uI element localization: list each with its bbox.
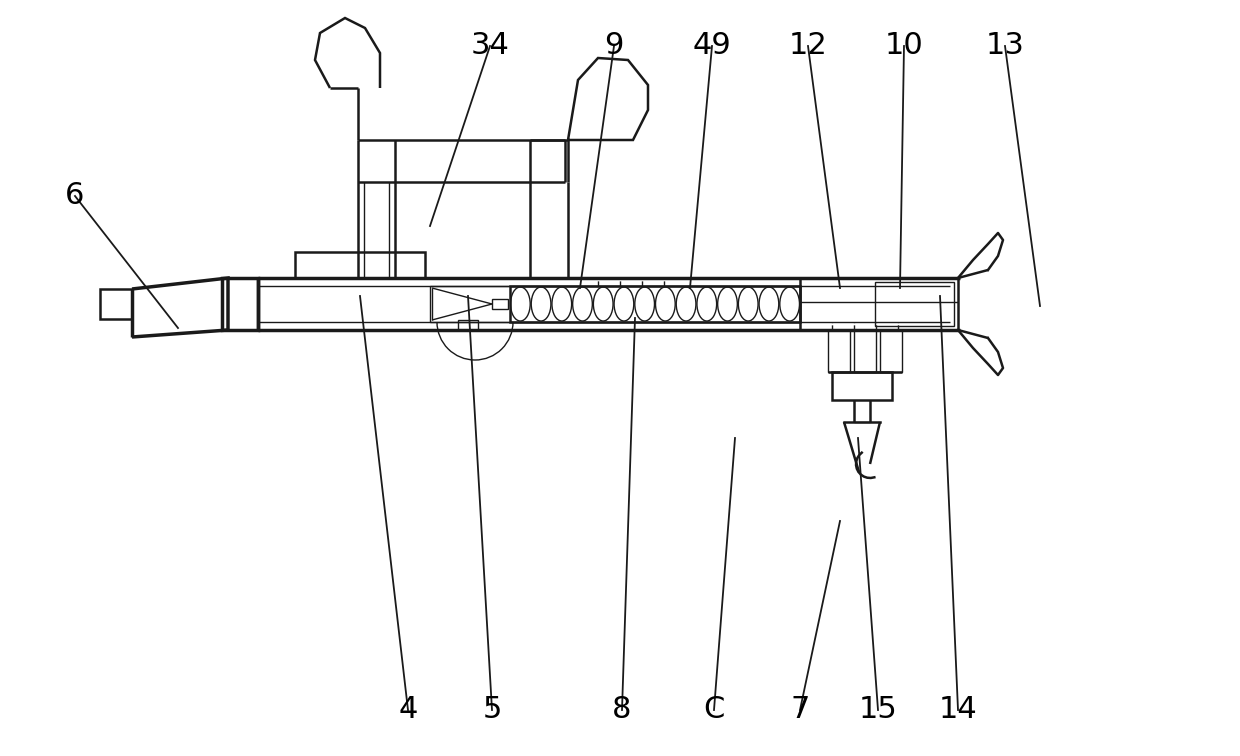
Text: 14: 14	[939, 696, 977, 724]
Text: 7: 7	[790, 696, 810, 724]
Text: 4: 4	[398, 696, 418, 724]
Text: 13: 13	[986, 32, 1024, 60]
Text: 12: 12	[789, 32, 827, 60]
Text: 49: 49	[693, 32, 732, 60]
Bar	[510, 286, 800, 322]
Text: 6: 6	[66, 181, 84, 210]
Text: 8: 8	[613, 696, 631, 724]
Bar	[430, 286, 800, 322]
Bar	[854, 330, 875, 372]
Text: 15: 15	[858, 696, 898, 724]
Bar	[828, 330, 849, 372]
Text: 10: 10	[884, 32, 924, 60]
Text: 9: 9	[604, 32, 624, 60]
Bar	[100, 289, 131, 319]
Text: 34: 34	[470, 32, 510, 60]
Bar	[875, 282, 954, 326]
Text: C: C	[703, 696, 724, 724]
Bar	[800, 278, 959, 330]
Bar	[492, 299, 508, 309]
Bar	[222, 278, 258, 330]
Text: 5: 5	[482, 696, 502, 724]
Bar	[880, 330, 901, 372]
Bar	[458, 320, 477, 330]
Bar	[295, 252, 425, 278]
Bar	[832, 372, 892, 400]
